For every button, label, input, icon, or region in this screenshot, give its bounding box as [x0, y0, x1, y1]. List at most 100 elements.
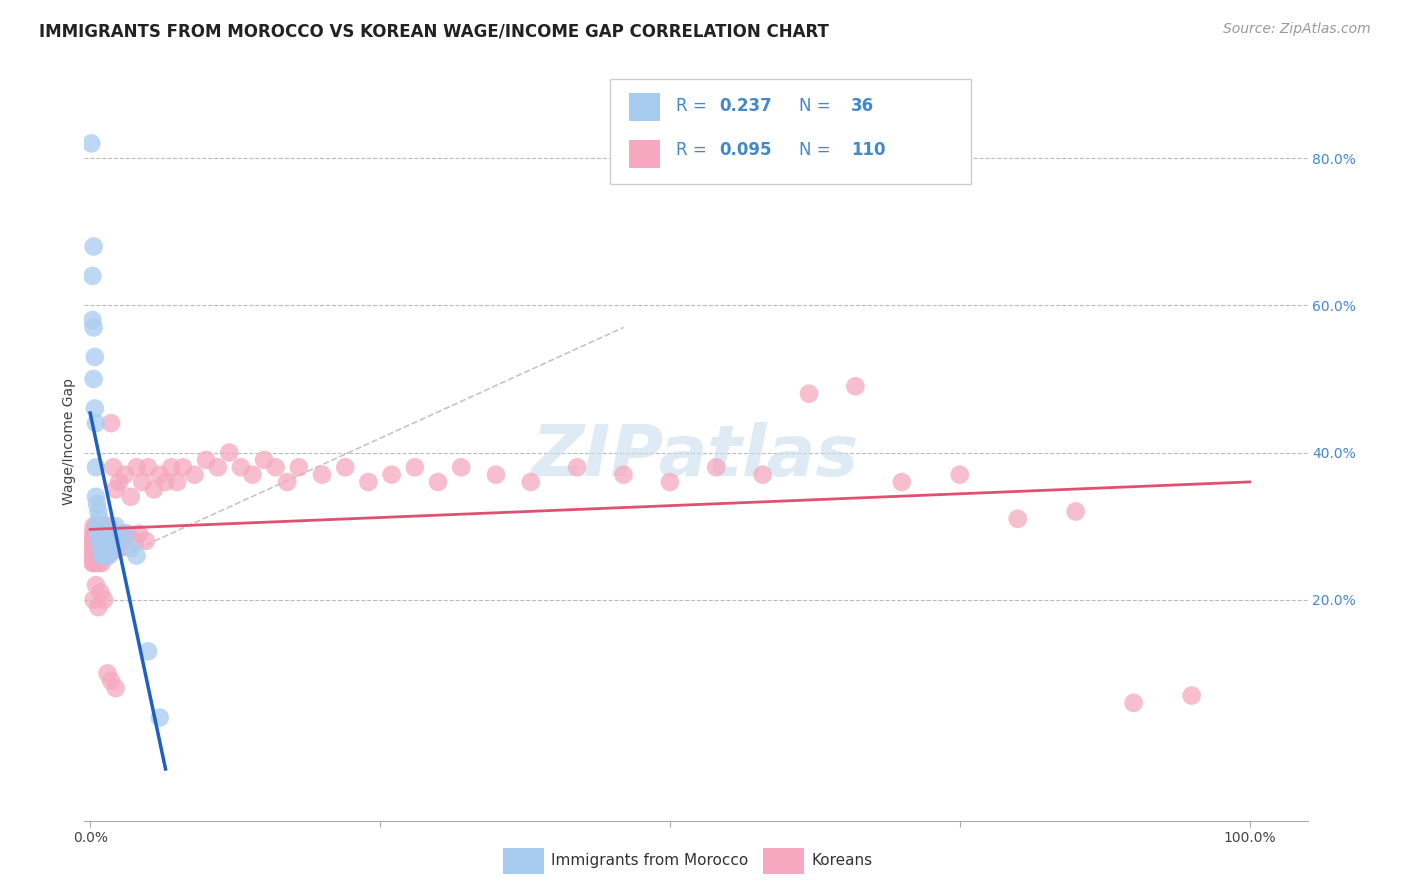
Point — [83, 556, 105, 570]
Point — [797, 386, 820, 401]
Point — [83, 350, 105, 364]
Point — [91, 549, 114, 563]
Point — [94, 533, 117, 548]
Point — [83, 526, 105, 541]
Point — [125, 549, 148, 563]
Point — [276, 475, 298, 489]
Point — [100, 416, 122, 430]
Point — [404, 460, 426, 475]
Point — [96, 541, 118, 556]
Point — [96, 549, 118, 563]
Point — [83, 519, 105, 533]
Point — [114, 526, 136, 541]
Point — [612, 467, 634, 482]
Point — [96, 533, 118, 548]
Point — [82, 268, 104, 283]
Text: 0.095: 0.095 — [720, 141, 772, 159]
Point — [96, 541, 118, 556]
Point — [80, 549, 103, 563]
FancyBboxPatch shape — [610, 79, 972, 184]
Text: N =: N = — [799, 141, 831, 159]
Point — [108, 541, 131, 556]
Point — [128, 526, 150, 541]
Point — [83, 549, 105, 563]
Point — [108, 475, 131, 489]
Point — [131, 475, 153, 489]
Point — [103, 541, 125, 556]
Point — [93, 592, 115, 607]
Point — [166, 475, 188, 489]
Point — [83, 592, 105, 607]
Point — [114, 467, 136, 482]
Point — [96, 666, 118, 681]
Point — [93, 549, 115, 563]
Point — [136, 460, 159, 475]
FancyBboxPatch shape — [628, 140, 661, 168]
Point — [91, 533, 114, 548]
Point — [94, 549, 117, 563]
Point — [120, 490, 142, 504]
Point — [83, 533, 105, 548]
Point — [519, 475, 541, 489]
Point — [84, 533, 107, 548]
Point — [84, 460, 107, 475]
Point — [87, 519, 110, 533]
Point — [97, 541, 120, 556]
Point — [155, 475, 177, 489]
Point — [94, 541, 117, 556]
Point — [90, 541, 112, 556]
Point — [84, 549, 107, 563]
Text: 36: 36 — [851, 96, 875, 115]
Point — [83, 541, 105, 556]
Point — [1064, 504, 1087, 518]
Point — [84, 556, 107, 570]
Text: N =: N = — [799, 96, 831, 115]
Point — [87, 504, 110, 518]
Point — [485, 467, 508, 482]
Point — [104, 541, 127, 556]
Text: IMMIGRANTS FROM MOROCCO VS KOREAN WAGE/INCOME GAP CORRELATION CHART: IMMIGRANTS FROM MOROCCO VS KOREAN WAGE/I… — [39, 22, 830, 40]
Point — [100, 673, 122, 688]
Point — [100, 533, 122, 548]
Point — [83, 401, 105, 416]
Y-axis label: Wage/Income Gap: Wage/Income Gap — [62, 378, 76, 505]
Point — [84, 578, 107, 592]
Point — [381, 467, 404, 482]
Point — [90, 541, 112, 556]
Point — [90, 533, 112, 548]
Point — [89, 512, 111, 526]
Point — [111, 533, 134, 548]
Point — [84, 490, 107, 504]
Text: R =: R = — [676, 141, 713, 159]
Text: Source: ZipAtlas.com: Source: ZipAtlas.com — [1223, 22, 1371, 37]
Point — [82, 541, 104, 556]
Point — [565, 460, 588, 475]
Point — [142, 483, 165, 497]
Point — [93, 541, 115, 556]
Point — [136, 644, 159, 658]
Point — [264, 460, 287, 475]
Point — [87, 549, 110, 563]
Point — [104, 681, 127, 695]
Point — [104, 519, 127, 533]
Point — [90, 585, 112, 599]
Point — [288, 460, 311, 475]
Point — [84, 519, 107, 533]
Point — [90, 556, 112, 570]
Point — [450, 460, 472, 475]
Point — [105, 533, 128, 548]
Point — [83, 320, 105, 334]
Point — [242, 467, 264, 482]
Text: 110: 110 — [851, 141, 886, 159]
Point — [89, 533, 111, 548]
Point — [110, 526, 132, 541]
Text: R =: R = — [676, 96, 713, 115]
Point — [97, 549, 120, 563]
Point — [97, 519, 120, 533]
Point — [100, 541, 122, 556]
Point — [335, 460, 357, 475]
Point — [98, 533, 121, 548]
Point — [101, 526, 124, 541]
Point — [108, 533, 131, 548]
Point — [160, 460, 183, 475]
